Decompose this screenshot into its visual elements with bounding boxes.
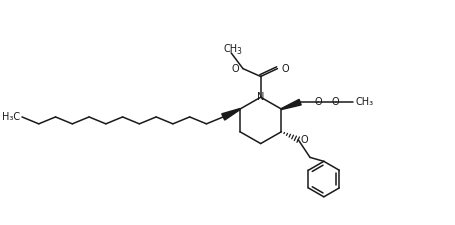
Polygon shape <box>221 109 240 120</box>
Text: CH: CH <box>222 44 237 54</box>
Text: O: O <box>231 64 238 74</box>
Text: H₃C: H₃C <box>2 112 20 122</box>
Polygon shape <box>281 99 300 110</box>
Text: CH₃: CH₃ <box>354 97 373 107</box>
Text: O: O <box>281 64 288 74</box>
Text: O: O <box>331 97 339 107</box>
Text: 3: 3 <box>236 47 240 56</box>
Text: O: O <box>313 97 321 107</box>
Text: N: N <box>257 92 264 102</box>
Text: O: O <box>299 135 307 145</box>
